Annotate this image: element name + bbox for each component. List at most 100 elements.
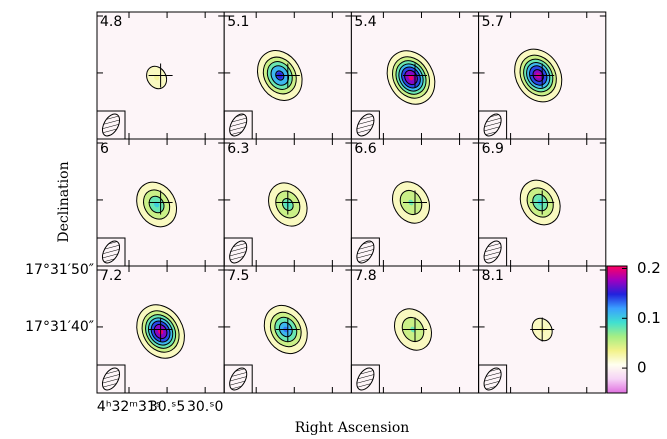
beam: [101, 113, 121, 137]
colorbar-step: [607, 307, 627, 309]
colorbar-step: [607, 311, 627, 313]
colorbar-step: [607, 386, 627, 388]
colorbar-step: [607, 388, 627, 390]
colorbar-step: [607, 283, 627, 285]
colorbar-step: [607, 342, 627, 344]
colorbar-step: [607, 327, 627, 329]
panel-label: 5.4: [354, 14, 376, 30]
colorbar-step: [607, 292, 627, 294]
colorbar-step: [607, 287, 627, 289]
x-tick-label: 30.ˢ0: [187, 399, 223, 415]
panel: 7.5: [223, 265, 352, 394]
colorbar-step: [607, 279, 627, 281]
colorbar-step: [607, 391, 627, 393]
colorbar-step: [607, 369, 627, 371]
colorbar-step: [607, 313, 627, 315]
colorbar-step: [607, 273, 627, 275]
panel-label: 6.9: [482, 141, 504, 157]
colorbar-step: [607, 378, 627, 380]
colorbar-step: [607, 340, 627, 342]
beam: [483, 367, 502, 391]
colorbar-step: [607, 281, 627, 283]
colorbar-step: [607, 354, 627, 356]
colorbar-step: [607, 323, 627, 325]
colorbar-step: [607, 331, 627, 333]
colorbar-step: [607, 269, 627, 271]
colorbar-step: [607, 290, 627, 292]
panel: 4.8: [96, 11, 225, 140]
colorbar-step: [607, 285, 627, 287]
colorbar-step: [607, 310, 627, 312]
colorbar-step: [607, 314, 627, 316]
colorbar-step: [607, 370, 627, 372]
colorbar-step: [607, 363, 627, 365]
colorbar-step: [607, 381, 627, 383]
beam: [356, 113, 375, 137]
x-axis-label: Right Ascension: [295, 420, 410, 436]
beam: [229, 240, 248, 264]
colorbar-step: [607, 274, 627, 276]
colorbar-step: [607, 320, 627, 322]
beam: [483, 113, 502, 137]
colorbar-step: [607, 357, 627, 359]
colorbar-step: [607, 385, 627, 387]
panel-label: 5.1: [227, 14, 249, 30]
beam: [229, 113, 248, 137]
colorbar-step: [607, 305, 627, 307]
colorbar-step: [607, 316, 627, 318]
colorbar-step: [607, 334, 627, 336]
colorbar-step: [607, 366, 627, 368]
colorbar-step: [607, 382, 627, 384]
colorbar-step: [607, 336, 627, 338]
colorbar-step: [607, 315, 627, 317]
colorbar-tick-label: 0.2: [637, 259, 661, 277]
colorbar-step: [607, 359, 627, 361]
colorbar-step: [607, 299, 627, 301]
beam: [101, 367, 121, 391]
colorbar-step: [607, 268, 627, 270]
colorbar-step: [607, 294, 627, 296]
panel-label: 7.8: [354, 268, 376, 284]
beam: [229, 367, 248, 391]
colorbar-step: [607, 275, 627, 277]
colorbar-step: [607, 267, 627, 269]
colorbar-step: [607, 335, 627, 337]
colorbar-step: [607, 387, 627, 389]
y-tick-label: 17°31′50″: [25, 262, 94, 278]
x-tick-label: 30.ˢ5: [149, 399, 185, 415]
panel-label: 4.8: [100, 14, 122, 30]
colorbar-step: [607, 301, 627, 303]
colorbar-step: [607, 377, 627, 379]
colorbar-step: [607, 317, 627, 319]
panel-frame: [478, 265, 607, 394]
colorbar-step: [607, 300, 627, 302]
colorbar-step: [607, 276, 627, 278]
beam: [101, 240, 121, 264]
colorbar-step: [607, 379, 627, 381]
colorbar-step: [607, 302, 627, 304]
beam: [483, 240, 502, 264]
colorbar-step: [607, 319, 627, 321]
colorbar-step: [607, 280, 627, 282]
panel: 5.4: [350, 11, 480, 140]
colorbar-step: [607, 356, 627, 358]
colorbar-step: [607, 372, 627, 374]
colorbar-step: [607, 298, 627, 300]
panel-label: 8.1: [482, 268, 504, 284]
colorbar-tick-label: 0.1: [637, 309, 661, 327]
panel-label: 6.3: [227, 141, 249, 157]
colorbar-step: [607, 349, 627, 351]
panel-label: 6.6: [354, 141, 376, 157]
colorbar-step: [607, 338, 627, 340]
colorbar-step: [607, 384, 627, 386]
colorbar-step: [607, 329, 627, 331]
panel-label: 5.7: [482, 14, 504, 30]
colorbar-step: [607, 343, 627, 345]
colorbar-step: [607, 348, 627, 350]
y-axis-label: Declination: [56, 161, 72, 242]
colorbar-step: [607, 271, 627, 273]
panel-label: 7.2: [100, 268, 122, 284]
colorbar-step: [607, 376, 627, 378]
